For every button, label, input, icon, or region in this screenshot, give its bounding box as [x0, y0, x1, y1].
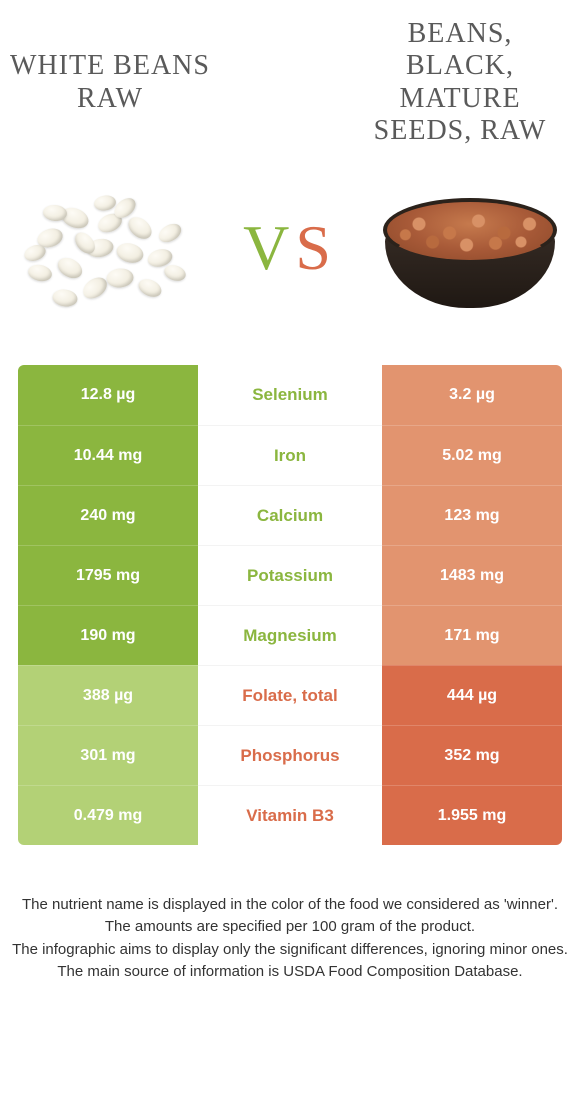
- table-row: 301 mgPhosphorus352 mg: [18, 725, 562, 785]
- cell-left-value: 0.479 mg: [18, 785, 198, 845]
- footer-line: The amounts are specified per 100 gram o…: [10, 917, 570, 937]
- cell-right-value: 5.02 mg: [382, 425, 562, 485]
- left-food-image: [15, 163, 205, 333]
- cell-nutrient-name: Calcium: [198, 485, 382, 545]
- left-food-title: WHITE BEANS RAW: [10, 50, 210, 114]
- cell-left-value: 190 mg: [18, 605, 198, 665]
- right-food-image: [375, 163, 565, 333]
- cell-right-value: 444 µg: [382, 665, 562, 725]
- cell-nutrient-name: Selenium: [198, 365, 382, 425]
- header: WHITE BEANS RAW BEANS, BLACK, MATURE SEE…: [0, 0, 580, 155]
- right-food-title: BEANS, BLACK, MATURE SEEDS, RAW: [350, 18, 570, 147]
- table-row: 1795 mgPotassium1483 mg: [18, 545, 562, 605]
- cell-left-value: 240 mg: [18, 485, 198, 545]
- cell-left-value: 10.44 mg: [18, 425, 198, 485]
- cell-right-value: 352 mg: [382, 725, 562, 785]
- footer-line: The main source of information is USDA F…: [10, 962, 570, 982]
- table-row: 0.479 mgVitamin B31.955 mg: [18, 785, 562, 845]
- cell-right-value: 123 mg: [382, 485, 562, 545]
- cell-nutrient-name: Potassium: [198, 545, 382, 605]
- cell-nutrient-name: Iron: [198, 425, 382, 485]
- image-row: VS: [0, 155, 580, 365]
- table-row: 240 mgCalcium123 mg: [18, 485, 562, 545]
- table-row: 190 mgMagnesium171 mg: [18, 605, 562, 665]
- white-beans-icon: [20, 178, 200, 318]
- cell-left-value: 1795 mg: [18, 545, 198, 605]
- cell-right-value: 1483 mg: [382, 545, 562, 605]
- nutrient-table: 12.8 µgSelenium3.2 µg10.44 mgIron5.02 mg…: [18, 365, 562, 845]
- cell-left-value: 301 mg: [18, 725, 198, 785]
- beans-bowl-icon: [380, 178, 560, 318]
- footer-line: The infographic aims to display only the…: [10, 940, 570, 960]
- cell-left-value: 12.8 µg: [18, 365, 198, 425]
- vs-v-letter: V: [243, 212, 295, 283]
- vs-label: VS: [243, 211, 337, 285]
- cell-nutrient-name: Folate, total: [198, 665, 382, 725]
- table-row: 12.8 µgSelenium3.2 µg: [18, 365, 562, 425]
- cell-nutrient-name: Phosphorus: [198, 725, 382, 785]
- cell-left-value: 388 µg: [18, 665, 198, 725]
- table-row: 10.44 mgIron5.02 mg: [18, 425, 562, 485]
- vs-s-letter: S: [295, 212, 337, 283]
- table-row: 388 µgFolate, total444 µg: [18, 665, 562, 725]
- cell-nutrient-name: Vitamin B3: [198, 785, 382, 845]
- cell-nutrient-name: Magnesium: [198, 605, 382, 665]
- cell-right-value: 171 mg: [382, 605, 562, 665]
- cell-right-value: 1.955 mg: [382, 785, 562, 845]
- footer-notes: The nutrient name is displayed in the co…: [0, 895, 580, 982]
- footer-line: The nutrient name is displayed in the co…: [10, 895, 570, 915]
- cell-right-value: 3.2 µg: [382, 365, 562, 425]
